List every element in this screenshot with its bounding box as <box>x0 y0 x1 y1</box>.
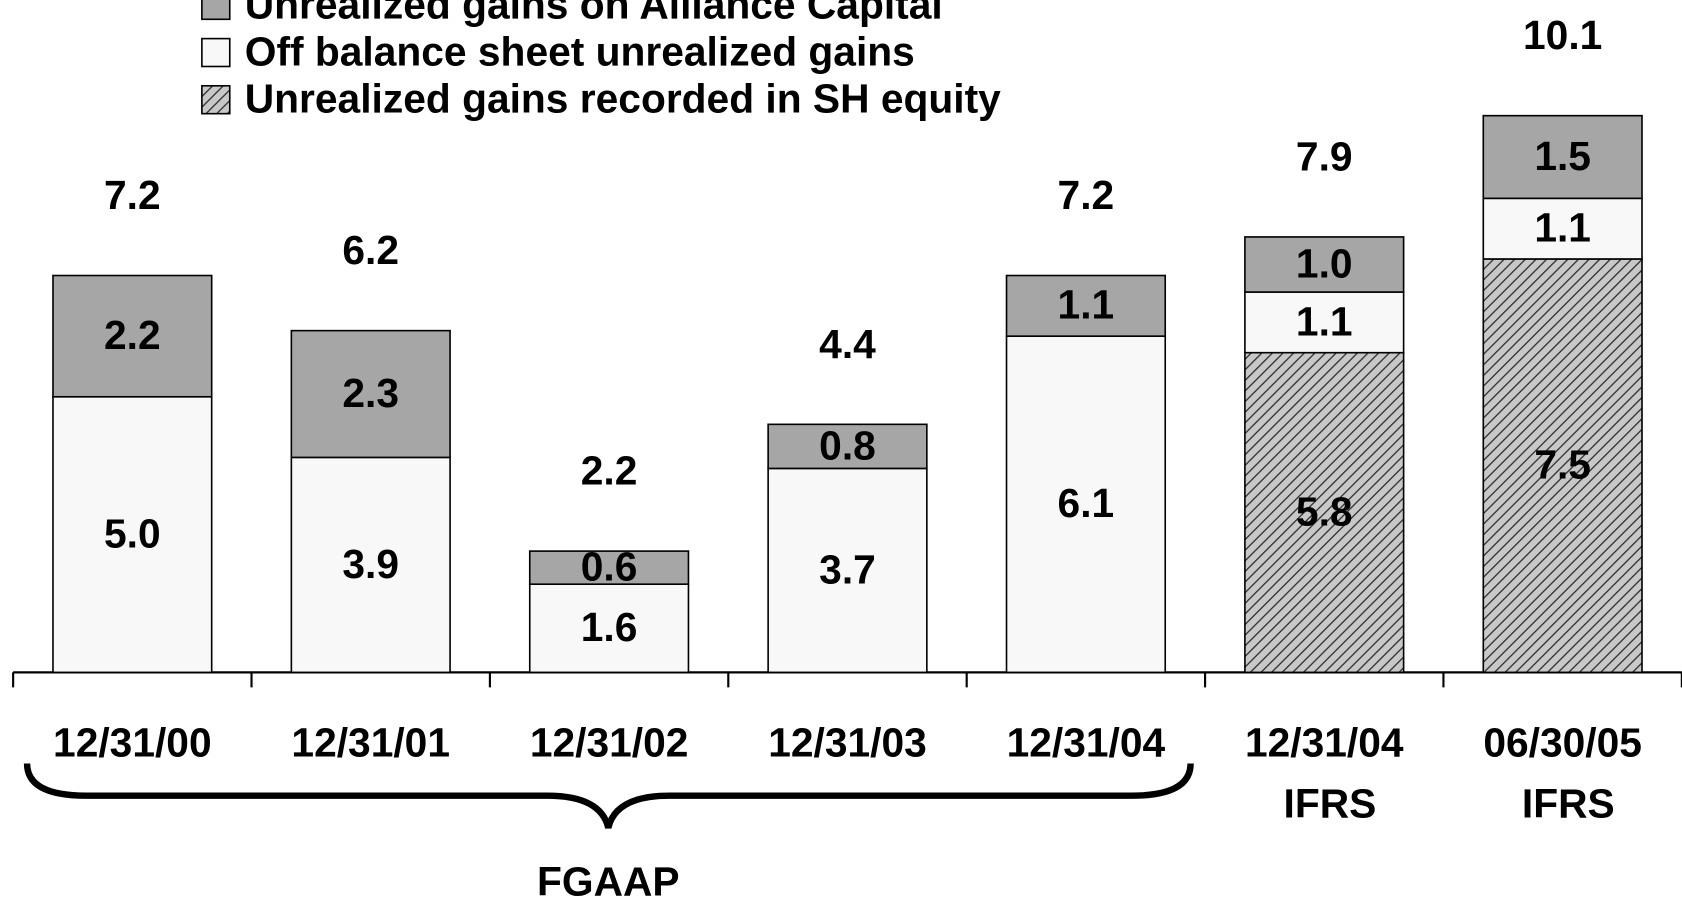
legend-swatch <box>201 0 231 21</box>
legend-label: Unrealized gains recorded in SH equity <box>245 76 1001 122</box>
total-label: 4.4 <box>819 321 876 367</box>
total-label: 7.9 <box>1296 133 1353 179</box>
bar-segment <box>1005 335 1167 674</box>
legend-swatch <box>201 37 231 68</box>
value-label: 3.9 <box>342 541 399 587</box>
value-label: 1.6 <box>581 604 638 650</box>
bar-segment <box>767 423 928 470</box>
x-tick-label: 12/31/04 <box>1007 719 1166 765</box>
brace <box>23 763 1194 829</box>
x-tick-label: 12/31/01 <box>291 719 450 765</box>
x-tick-label: 12/31/00 <box>53 719 212 765</box>
bar-segment <box>1005 274 1167 337</box>
value-label: 2.2 <box>104 312 161 358</box>
value-label: 3.7 <box>819 546 876 592</box>
value-label: 0.6 <box>581 544 638 590</box>
total-label: 6.2 <box>342 227 399 273</box>
total-label: 7.2 <box>1058 172 1115 218</box>
group-label: FGAAP <box>537 858 680 904</box>
value-label: 7.5 <box>1534 442 1591 488</box>
bar-segment <box>290 329 451 459</box>
legend-swatch <box>201 84 231 115</box>
total-label: 7.2 <box>104 172 161 218</box>
value-label: 1.1 <box>1058 282 1115 328</box>
legend-label: Unrealized gains on Alliance Capital <box>245 0 943 27</box>
bar-segment <box>528 583 690 674</box>
value-label: 5.0 <box>104 510 161 556</box>
value-label: 1.1 <box>1534 205 1591 251</box>
value-label: 5.8 <box>1296 488 1353 534</box>
bar-segment <box>52 274 213 398</box>
value-label: 6.1 <box>1058 480 1115 526</box>
bar-segment <box>52 395 213 674</box>
value-label: 1.0 <box>1296 240 1353 286</box>
value-label: 2.3 <box>342 370 399 416</box>
x-tick-label: 12/31/02 <box>530 719 689 765</box>
bar-segment <box>1482 258 1643 674</box>
bar-segment <box>1482 114 1643 200</box>
bar-segment <box>1244 236 1405 293</box>
value-label: 1.5 <box>1534 133 1591 179</box>
value-label: 1.1 <box>1296 298 1353 344</box>
x-tick-label: 12/31/03 <box>768 719 927 765</box>
total-label: 2.2 <box>581 448 638 494</box>
x-tick-label: 12/31/04 IFRS <box>1245 719 1404 826</box>
x-tick-label: 06/30/05 IFRS <box>1483 719 1642 826</box>
legend-label: Off balance sheet unrealized gains <box>245 28 915 74</box>
bar-segment <box>290 456 451 674</box>
bar-segment <box>1244 291 1405 354</box>
bar-segment <box>528 550 690 585</box>
total-label: 10.1 <box>1523 12 1602 58</box>
value-label: 0.8 <box>819 422 876 468</box>
bar-segment <box>1482 197 1643 260</box>
